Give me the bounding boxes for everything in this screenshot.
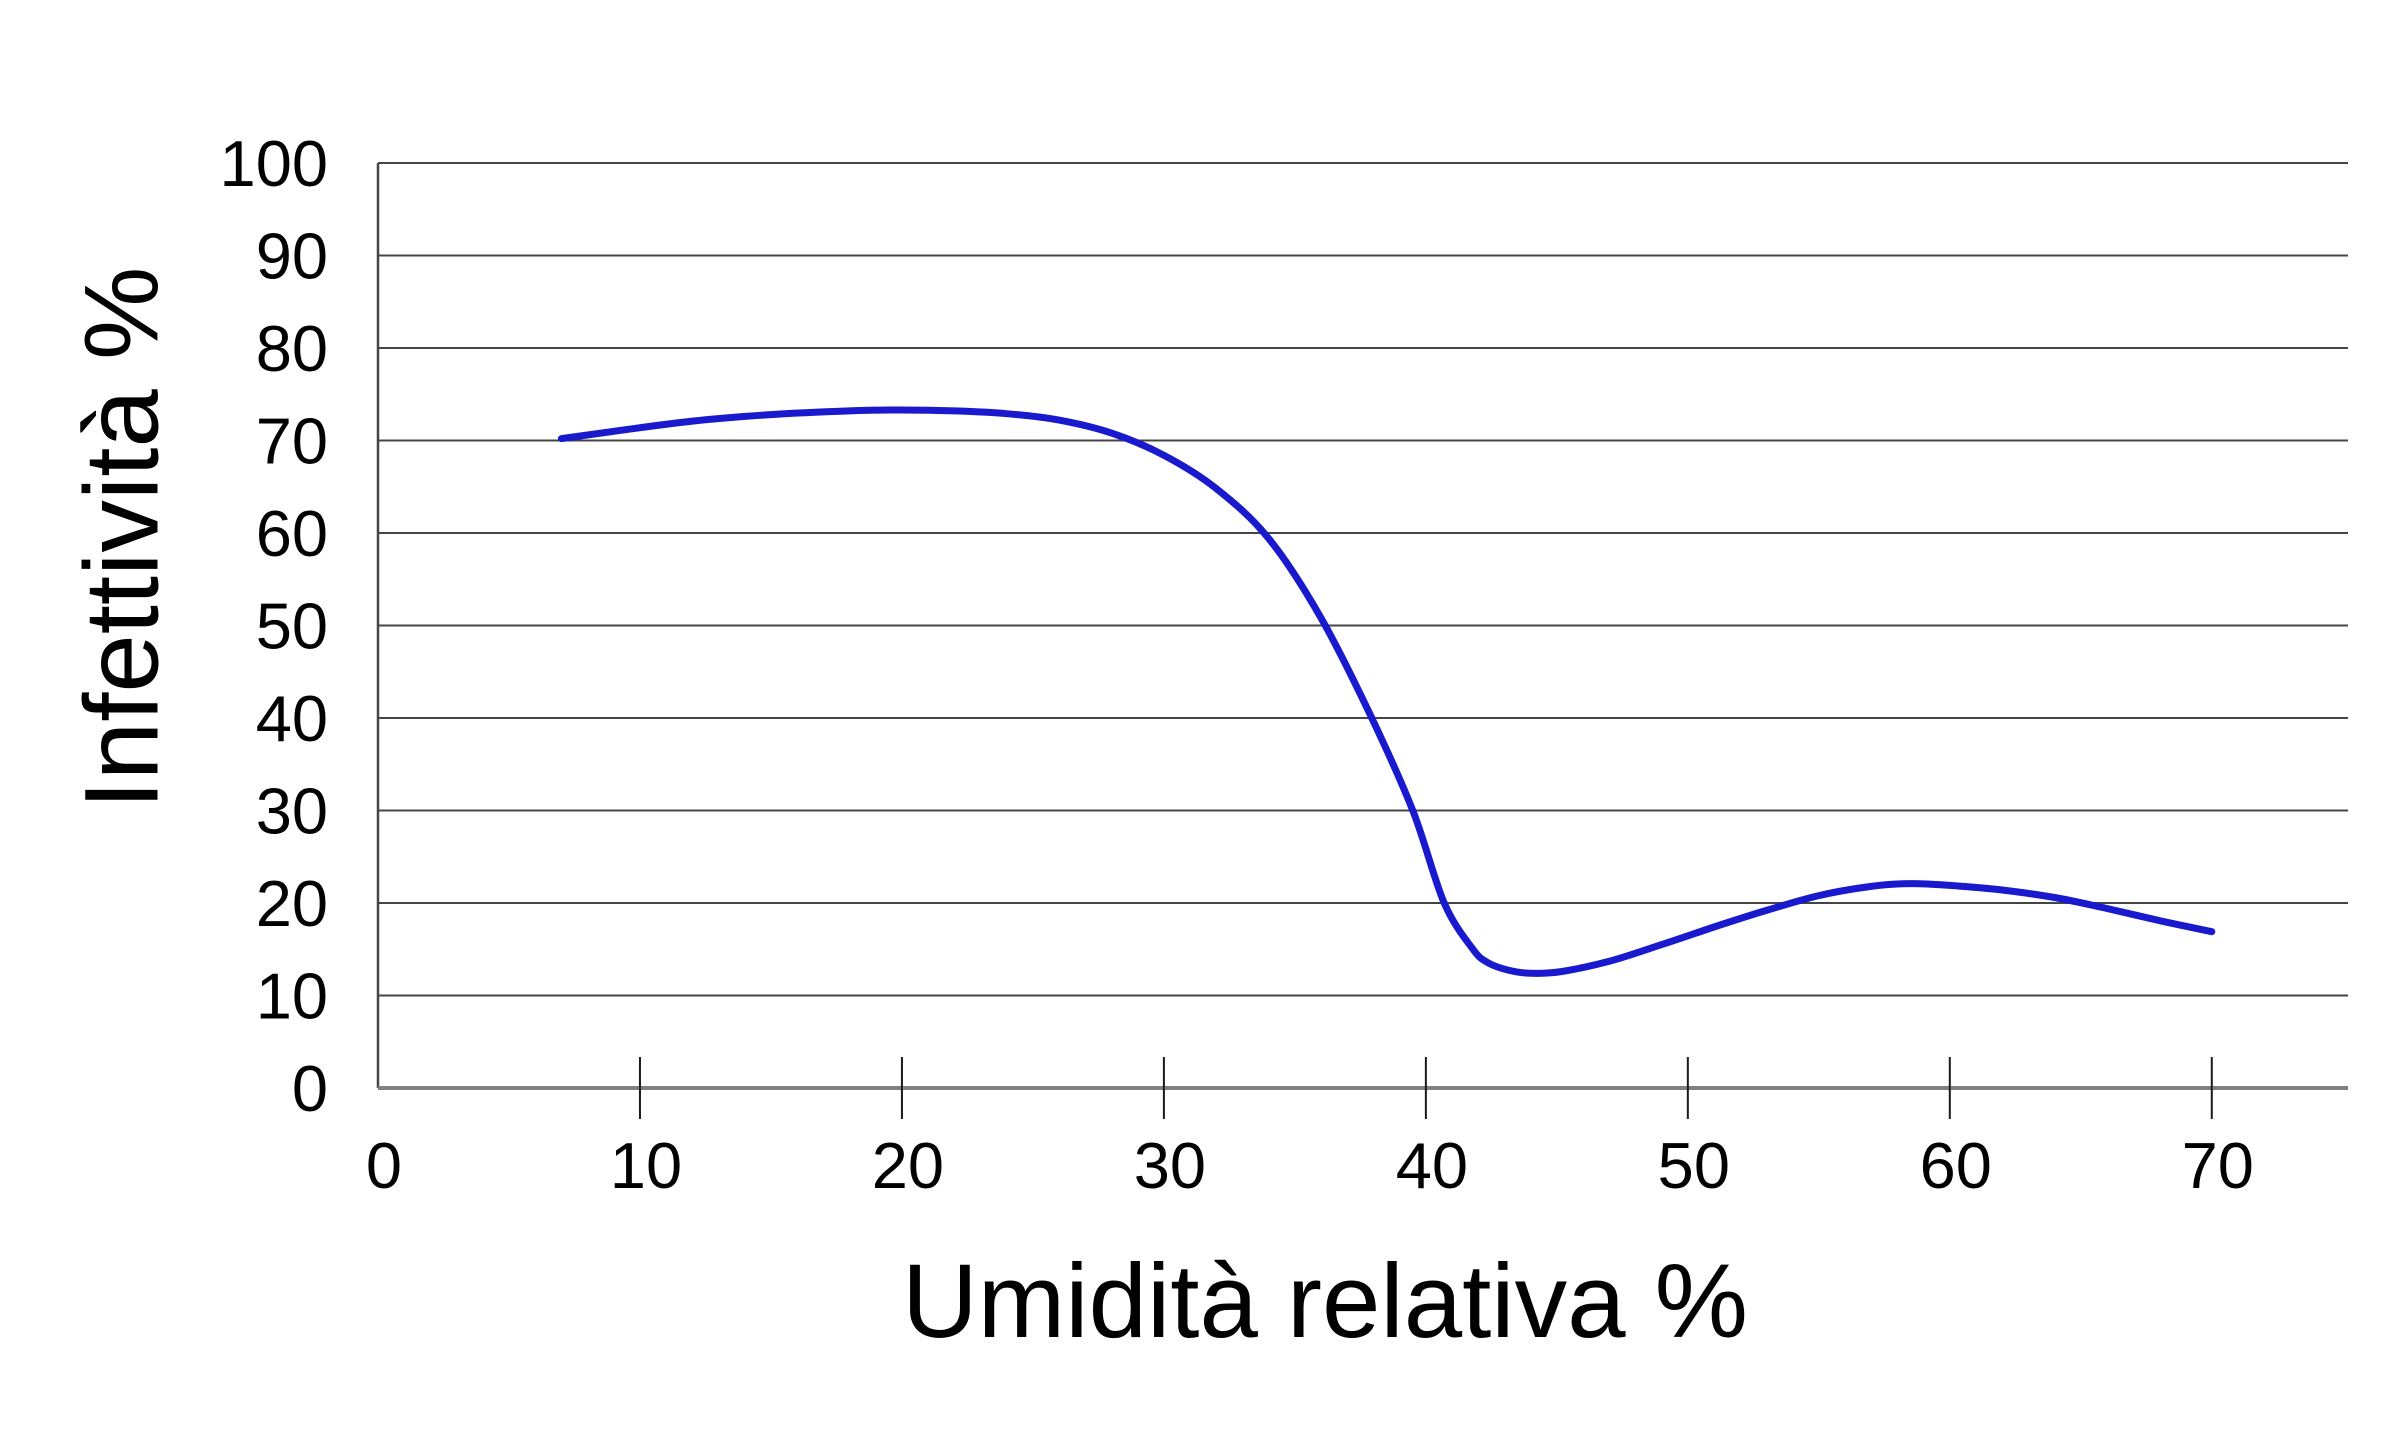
x-tick-label-70: 70 bbox=[2182, 1129, 2254, 1202]
y-tick-label-90: 90 bbox=[256, 220, 328, 293]
x-tick-label-60: 60 bbox=[1920, 1129, 1992, 1202]
x-tick-label-30: 30 bbox=[1134, 1129, 1206, 1202]
x-tick-label-50: 50 bbox=[1658, 1129, 1730, 1202]
y-tick-label-0: 0 bbox=[292, 1052, 328, 1125]
x-tick-label-10: 10 bbox=[610, 1129, 682, 1202]
y-tick-label-10: 10 bbox=[256, 960, 328, 1033]
y-tick-label-100: 100 bbox=[220, 127, 328, 200]
y-tick-label-80: 80 bbox=[256, 312, 328, 385]
y-tick-label-50: 50 bbox=[256, 590, 328, 663]
x-tick-label-0: 0 bbox=[366, 1129, 402, 1202]
y-tick-label-60: 60 bbox=[256, 497, 328, 570]
y-axis-title: Infettività % bbox=[63, 266, 181, 810]
x-axis-title: Umidità relativa % bbox=[901, 1243, 1749, 1360]
x-tick-label-20: 20 bbox=[872, 1129, 944, 1202]
y-tick-label-70: 70 bbox=[256, 405, 328, 478]
data-curve-infettività bbox=[557, 406, 2216, 977]
y-tick-label-30: 30 bbox=[256, 775, 328, 848]
y-tick-label-40: 40 bbox=[256, 682, 328, 755]
x-tick-label-40: 40 bbox=[1396, 1129, 1468, 1202]
y-tick-label-20: 20 bbox=[256, 867, 328, 940]
